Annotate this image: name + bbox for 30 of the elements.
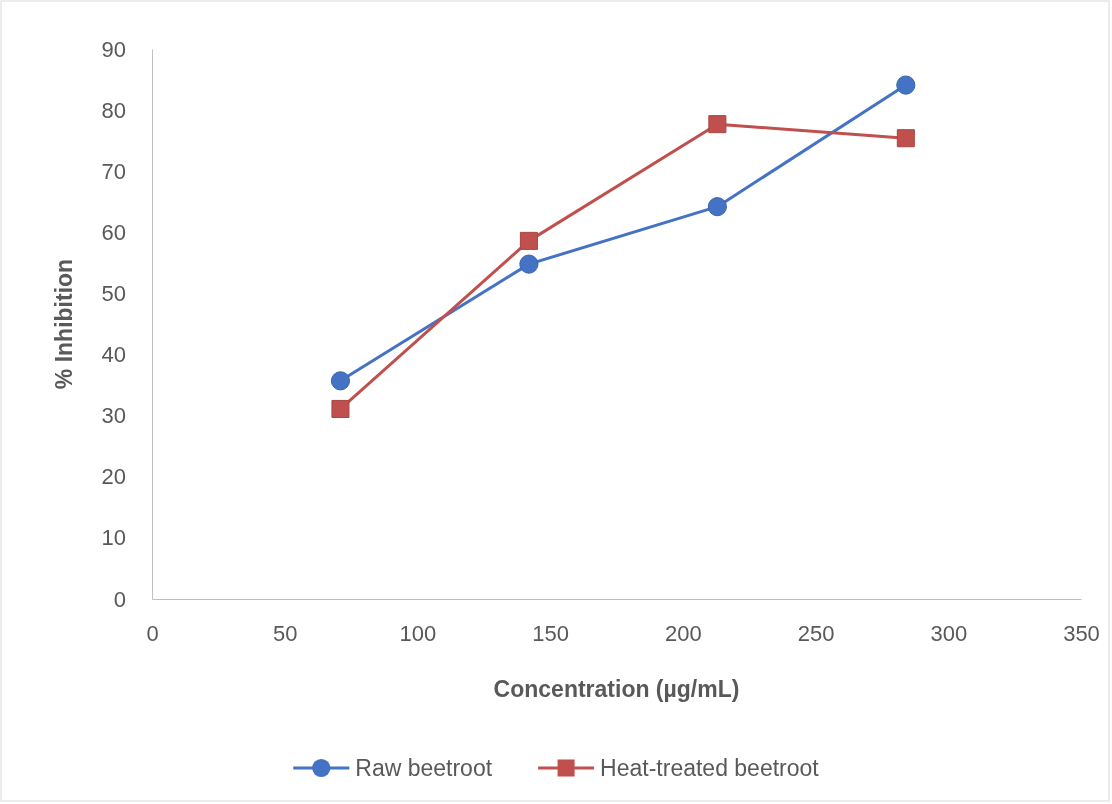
- point: [896, 75, 916, 95]
- legend-label: Raw beetroot: [355, 755, 493, 781]
- x-tick-label: 0: [146, 620, 159, 646]
- x-tick-label: 150: [532, 620, 569, 646]
- y-tick-label: 60: [101, 219, 126, 245]
- point: [707, 197, 727, 217]
- legend-label: Heat-treated beetroot: [600, 755, 820, 781]
- y-tick-label: 90: [101, 36, 126, 62]
- y-tick-label: 30: [101, 403, 126, 429]
- y-tick-label: 80: [101, 97, 126, 123]
- y-tick-label: 50: [101, 280, 126, 306]
- point: [896, 129, 915, 148]
- point: [708, 115, 727, 134]
- x-tick-label: 350: [1063, 620, 1100, 646]
- y-tick-label: 70: [101, 158, 126, 184]
- point: [330, 371, 351, 391]
- x-tick-label: 250: [797, 620, 835, 646]
- y-tick-label: 10: [101, 525, 126, 551]
- y-tick-label: 40: [101, 342, 126, 368]
- point: [519, 254, 539, 274]
- x-tick-label: 50: [272, 620, 298, 646]
- x-tick-label: 100: [399, 620, 437, 646]
- point: [331, 399, 350, 418]
- point: [519, 231, 538, 250]
- x-axis-title: Concentration (µg/mL): [493, 676, 740, 702]
- y-tick-label: 20: [101, 464, 126, 490]
- x-tick-label: 200: [665, 620, 702, 646]
- y-axis-title: % Inhibition: [51, 258, 77, 390]
- y-tick-label: 0: [113, 586, 126, 612]
- x-tick-label: 300: [930, 620, 968, 646]
